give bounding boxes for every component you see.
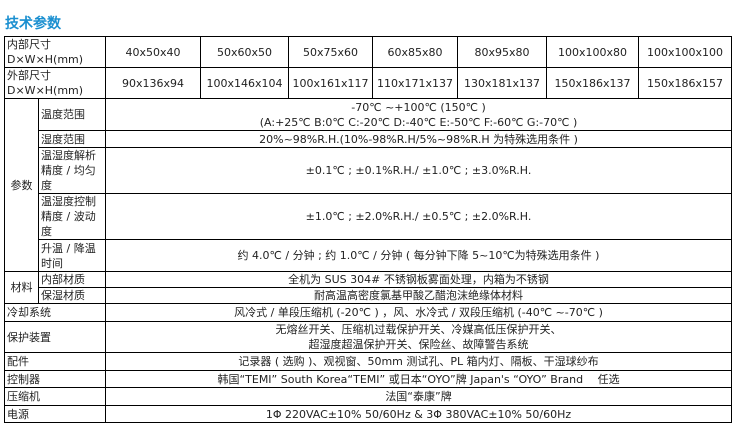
insulation-label: 保湿材质 [37, 287, 107, 304]
protection-row: 保护装置 无熔丝开关、压缩机过载保护开关、冷媒高低压保护开关、 超湿度超温保护开关… [3, 321, 733, 353]
value-line: -70℃ ~+100℃ (150℃ ) [351, 100, 486, 114]
outer-size-row: 外部尺寸 D×W×H(mm) 90x136x94 100x146x104 100x… [3, 67, 733, 99]
accessories-value: 记录器 ( 选购 )、观视窗、50mm 测试孔、PL 箱内灯、隔板、干湿球纱布 [105, 352, 733, 371]
cell: 50x75x60 [288, 36, 374, 68]
resolution-value: ±0.1℃ ; ±0.1%R.H./ ±1.0℃ ; ±3.0%R.H. [105, 147, 733, 194]
inner-material-row: 材料 内部材质 全机为 SUS 304# 不锈钢板雾面处理，内箱为不锈钢 [4, 271, 733, 304]
cell: 80x95x80 [457, 36, 548, 68]
cell: 100x161x117 [288, 67, 374, 99]
outer-size-label: 外部尺寸 D×W×H(mm) [3, 67, 107, 99]
inner-size-label: 内部尺寸 D×W×H(mm) [3, 36, 107, 68]
control-label: 温湿度控制精度 / 波动度 [37, 193, 107, 240]
controller-label: 控制器 [3, 370, 107, 388]
cooling-row: 冷却系统 风冷式 / 单段压缩机 (-20℃ ) ，风、水冷式 / 双段压缩机 … [3, 303, 733, 322]
cell: 90x136x94 [105, 67, 202, 99]
value-line: 超湿度超温保护开关、保险丝、故障警告系统 [308, 338, 529, 351]
cell: 100x146x104 [200, 67, 290, 99]
cell: 110x171x137 [372, 67, 459, 99]
humidity-range-value: 20%~98%R.H.(10%-98%R.H/5%~98%R.H 为特殊选用条件… [105, 130, 733, 148]
temp-range-value: -70℃ ~+100℃ (150℃ ) (A:+25℃ B:0℃ C:-20℃ D… [105, 98, 733, 131]
accessories-label: 配件 [3, 352, 107, 371]
cooling-label: 冷却系统 [3, 303, 107, 322]
temp-range-label: 温度范围 [37, 98, 107, 131]
cell: 40x50x40 [105, 36, 202, 68]
label-line: 内部尺寸 [7, 38, 51, 51]
cell: 150x186x157 [638, 67, 733, 99]
humidity-range-label: 湿度范围 [37, 130, 107, 148]
power-value: 1Φ 220VAC±10% 50/60Hz & 3Φ 380VAC±10% 50… [105, 405, 733, 423]
resolution-row: 温湿度解析精度 / 均匀度 ±0.1℃ ; ±0.1%R.H./ ±1.0℃ ;… [5, 147, 733, 194]
cell: 100x100x80 [546, 36, 640, 68]
value-line: (A:+25℃ B:0℃ C:-20℃ D:-40℃ E:-50℃ F:-60℃… [259, 115, 578, 129]
accessories-row: 配件 记录器 ( 选购 )、观视窗、50mm 测试孔、PL 箱内灯、隔板、干湿球… [3, 352, 733, 371]
cell: 60x85x80 [372, 36, 459, 68]
controller-value: 韩国“TEMI” South Korea“TEMI” 或日本“OYO”牌 Jap… [105, 370, 733, 388]
spec-table: 内部尺寸 D×W×H(mm) 40x50x40 50x60x50 50x75x60… [3, 36, 733, 423]
label-line: D×W×H(mm) [7, 84, 84, 97]
label-line: 外部尺寸 [7, 69, 51, 82]
compressor-value: 法国“泰康”牌 [105, 387, 733, 406]
compressor-label: 压缩机 [3, 387, 107, 406]
inner-material-label: 内部材质 [37, 271, 107, 288]
value-line: 无熔丝开关、压缩机过载保护开关、冷媒高低压保护开关、 [275, 323, 562, 336]
inner-size-row: 内部尺寸 D×W×H(mm) 40x50x40 50x60x50 50x75x60… [3, 36, 733, 68]
compressor-row: 压缩机 法国“泰康”牌 [3, 387, 733, 406]
control-value: ±1.0℃ ; ±2.0%R.H./ ±0.5℃ ; ±2.0%R.H. [105, 193, 733, 240]
insulation-row: 保湿材质 耐高温高密度氯基甲酸乙醋泡沫绝缘体材料 [5, 287, 733, 304]
protection-value: 无熔丝开关、压缩机过载保护开关、冷媒高低压保护开关、 超湿度超温保护开关、保险丝、… [105, 321, 733, 353]
rate-label: 升温 / 降温时间 [37, 239, 107, 272]
control-row: 温湿度控制精度 / 波动度 ±1.0℃ ; ±2.0%R.H./ ±0.5℃ ;… [5, 193, 733, 240]
params-group-label: 参数 [4, 98, 39, 272]
humidity-range-row: 湿度范围 20%~98%R.H.(10%-98%R.H/5%~98%R.H 为特… [5, 130, 733, 148]
insulation-value: 耐高温高密度氯基甲酸乙醋泡沫绝缘体材料 [105, 287, 733, 304]
cell: 150x186x137 [546, 67, 640, 99]
rate-row: 升温 / 降温时间 约 4.0℃ / 分钟 ; 约 1.0℃ / 分钟 ( 每分… [5, 239, 733, 272]
section-title: 技术参数 [5, 16, 61, 32]
rate-value: 约 4.0℃ / 分钟 ; 约 1.0℃ / 分钟 ( 每分钟下降 5~10℃为… [105, 239, 733, 272]
controller-row: 控制器 韩国“TEMI” South Korea“TEMI” 或日本“OYO”牌… [3, 370, 733, 388]
protection-label: 保护装置 [3, 321, 107, 353]
cooling-value: 风冷式 / 单段压缩机 (-20℃ ) ，风、水冷式 / 双段压缩机 (-40℃… [105, 303, 733, 322]
power-row: 电源 1Φ 220VAC±10% 50/60Hz & 3Φ 380VAC±10%… [3, 405, 733, 423]
resolution-label: 温湿度解析精度 / 均匀度 [37, 147, 107, 194]
cell: 130x181x137 [457, 67, 548, 99]
cell: 50x60x50 [200, 36, 290, 68]
power-label: 电源 [3, 405, 107, 423]
temp-range-row: 参数 温度范围 -70℃ ~+100℃ (150℃ ) (A:+25℃ B:0℃ … [4, 98, 733, 272]
label-line: D×W×H(mm) [7, 53, 84, 66]
cell: 100x100x100 [638, 36, 733, 68]
material-group-label: 材料 [4, 271, 39, 304]
inner-material-value: 全机为 SUS 304# 不锈钢板雾面处理，内箱为不锈钢 [105, 271, 733, 288]
